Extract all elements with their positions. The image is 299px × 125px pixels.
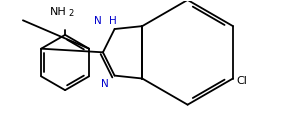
Text: H: H <box>109 16 117 26</box>
Text: N: N <box>100 79 108 89</box>
Text: N: N <box>94 16 102 26</box>
Text: Cl: Cl <box>237 76 247 86</box>
Text: NH: NH <box>50 6 67 16</box>
Text: 2: 2 <box>68 9 74 18</box>
